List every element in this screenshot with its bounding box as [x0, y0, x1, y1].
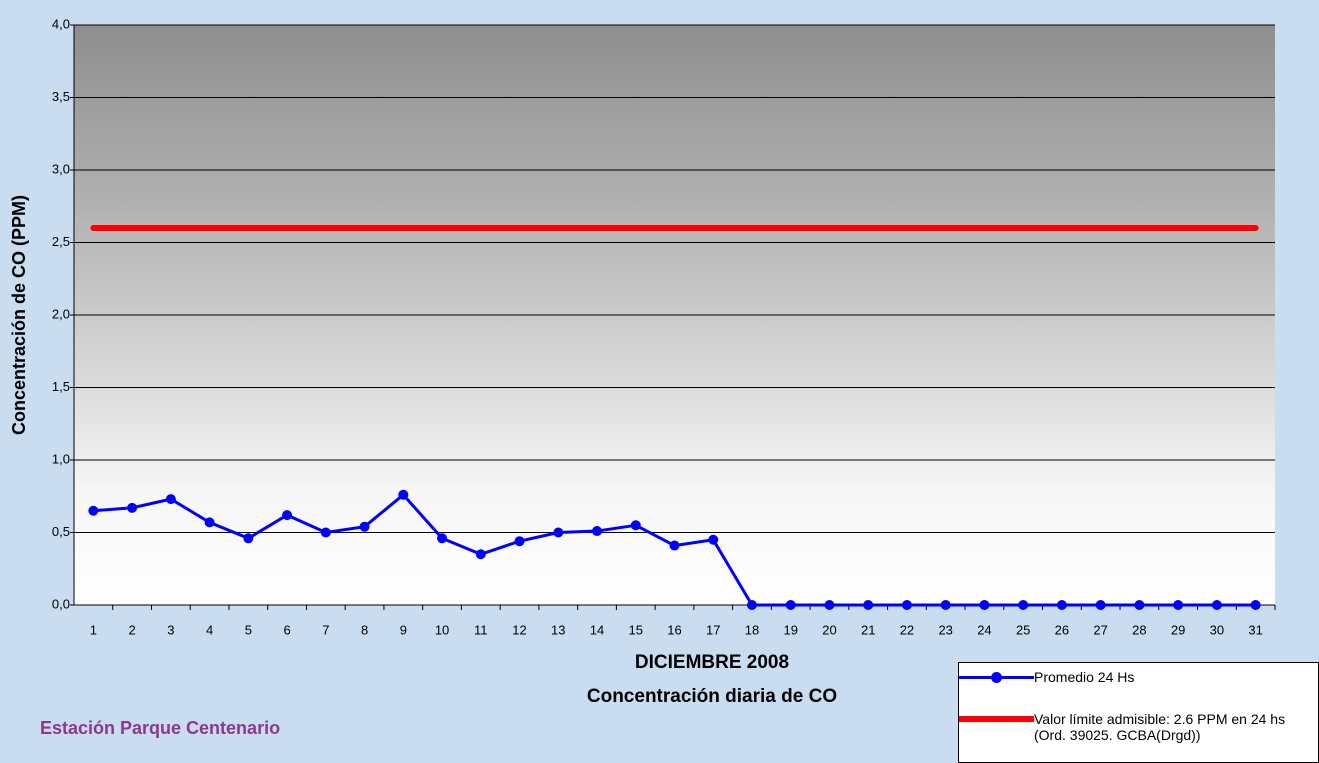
legend-entry: Valor límite admisible: 2.6 PPM en 24 hs… [959, 711, 1314, 743]
data-point [824, 600, 835, 610]
x-tick-label: 5 [245, 622, 252, 637]
x-tick-label: 16 [667, 622, 681, 637]
data-point [243, 533, 254, 544]
legend-label: Promedio 24 Hs [1034, 669, 1135, 685]
data-point [127, 502, 138, 513]
data-point [1095, 600, 1106, 610]
x-tick-label: 2 [128, 622, 135, 637]
legend-entry: Promedio 24 Hs [959, 669, 1314, 689]
data-point [553, 527, 564, 538]
data-point [979, 600, 990, 610]
x-tick-label: 30 [1210, 622, 1224, 637]
legend-label: Valor límite admisible: 2.6 PPM en 24 hs… [1034, 711, 1286, 743]
data-point [1250, 600, 1261, 610]
x-tick-label: 24 [977, 622, 991, 637]
x-tick-label: 14 [590, 622, 604, 637]
x-tick-label: 3 [167, 622, 174, 637]
y-axis-title: Concentración de CO (PPM) [9, 195, 29, 435]
x-tick-label: 29 [1171, 622, 1185, 637]
x-tick-label: 6 [283, 622, 290, 637]
chart-title: DICIEMBRE 2008 [635, 652, 789, 673]
data-point [359, 521, 370, 532]
x-tick-label: 28 [1132, 622, 1146, 637]
x-tick-label: 22 [900, 622, 914, 637]
x-tick-label: 13 [551, 622, 565, 637]
data-point [320, 527, 331, 538]
data-point [863, 600, 874, 610]
data-point [1018, 600, 1029, 610]
chart-subtitle: Concentración diaria de CO [587, 686, 837, 707]
data-point [437, 533, 448, 544]
x-tick-label: 11 [474, 622, 488, 637]
data-point [204, 517, 215, 528]
y-tick-label: 0,0 [52, 596, 70, 611]
data-point [398, 489, 409, 500]
x-tick-label: 7 [322, 622, 329, 637]
annotation: Estación Parque Centenario [40, 718, 280, 738]
x-tick-label: 20 [822, 622, 836, 637]
x-tick-label: 12 [512, 622, 526, 637]
y-tick-label: 3,5 [52, 89, 70, 104]
x-tick-label: 8 [361, 622, 368, 637]
data-point [514, 536, 525, 547]
data-point [708, 534, 719, 545]
y-tick-label: 2,0 [52, 306, 70, 321]
x-tick-label: 9 [400, 622, 407, 637]
x-tick-label: 23 [938, 622, 952, 637]
x-tick-label: 15 [629, 622, 643, 637]
x-tick-label: 4 [206, 622, 213, 637]
x-tick-label: 31 [1248, 622, 1262, 637]
x-tick-label: 18 [745, 622, 759, 637]
y-tick-label: 2,5 [52, 234, 70, 249]
data-point [940, 600, 951, 610]
x-tick-label: 19 [783, 622, 797, 637]
x-tick-label: 10 [435, 622, 449, 637]
y-tick-label: 4,0 [52, 16, 70, 31]
data-point [282, 510, 293, 521]
x-tick-label: 25 [1016, 622, 1030, 637]
legend: Promedio 24 Hs Valor límite admisible: 2.… [958, 662, 1319, 763]
y-tick-label: 0,5 [52, 524, 70, 539]
y-tick-label: 3,0 [52, 161, 70, 176]
data-point [165, 494, 176, 505]
data-point [1134, 600, 1145, 610]
y-tick-label: 1,0 [52, 451, 70, 466]
data-point [592, 526, 603, 537]
data-point [669, 540, 680, 551]
data-point [1211, 600, 1222, 610]
x-tick-label: 1 [90, 622, 97, 637]
legend-swatch [959, 711, 1034, 731]
data-point [630, 520, 641, 531]
legend-swatch [959, 669, 1034, 689]
data-point [475, 549, 486, 560]
x-tick-label: 26 [1055, 622, 1069, 637]
data-point [901, 600, 912, 610]
x-tick-label: 17 [706, 622, 720, 637]
data-point [1056, 600, 1067, 610]
data-point [785, 600, 796, 610]
data-point [1173, 600, 1184, 610]
x-tick-label: 21 [861, 622, 875, 637]
data-point [746, 600, 757, 610]
y-tick-label: 1,5 [52, 379, 70, 394]
data-point [88, 505, 99, 516]
x-tick-label: 27 [1093, 622, 1107, 637]
